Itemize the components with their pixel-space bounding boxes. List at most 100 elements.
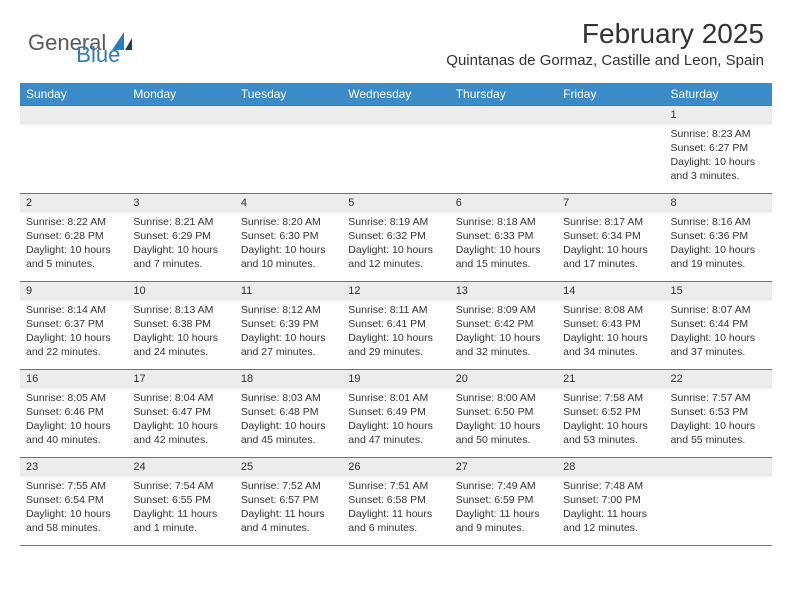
day-cell	[450, 106, 557, 194]
day-line: Daylight: 10 hours and 12 minutes.	[348, 243, 443, 271]
day-body: Sunrise: 8:07 AMSunset: 6:44 PMDaylight:…	[665, 301, 772, 364]
day-body: Sunrise: 8:17 AMSunset: 6:34 PMDaylight:…	[557, 213, 664, 276]
day-line: Daylight: 10 hours and 34 minutes.	[563, 331, 658, 359]
weekday-header: Saturday	[665, 83, 772, 106]
day-line: Daylight: 11 hours and 9 minutes.	[456, 507, 551, 535]
day-number	[557, 106, 664, 125]
day-line: Daylight: 11 hours and 4 minutes.	[241, 507, 336, 535]
day-body: Sunrise: 7:49 AMSunset: 6:59 PMDaylight:…	[450, 477, 557, 540]
day-number: 19	[342, 370, 449, 389]
day-line: Daylight: 10 hours and 29 minutes.	[348, 331, 443, 359]
day-cell: 5Sunrise: 8:19 AMSunset: 6:32 PMDaylight…	[342, 194, 449, 282]
day-body: Sunrise: 7:57 AMSunset: 6:53 PMDaylight:…	[665, 389, 772, 452]
day-number: 14	[557, 282, 664, 301]
day-cell: 23Sunrise: 7:55 AMSunset: 6:54 PMDayligh…	[20, 458, 127, 546]
day-cell: 9Sunrise: 8:14 AMSunset: 6:37 PMDaylight…	[20, 282, 127, 370]
day-body	[20, 125, 127, 131]
day-cell	[127, 106, 234, 194]
day-number: 5	[342, 194, 449, 213]
day-line: Sunrise: 8:12 AM	[241, 303, 336, 317]
day-line: Sunset: 6:53 PM	[671, 405, 766, 419]
day-body: Sunrise: 7:54 AMSunset: 6:55 PMDaylight:…	[127, 477, 234, 540]
day-cell: 17Sunrise: 8:04 AMSunset: 6:47 PMDayligh…	[127, 370, 234, 458]
day-line: Daylight: 10 hours and 32 minutes.	[456, 331, 551, 359]
day-cell	[342, 106, 449, 194]
day-cell: 1Sunrise: 8:23 AMSunset: 6:27 PMDaylight…	[665, 106, 772, 194]
day-line: Daylight: 10 hours and 40 minutes.	[26, 419, 121, 447]
day-number	[127, 106, 234, 125]
day-body	[342, 125, 449, 131]
day-body	[127, 125, 234, 131]
day-line: Sunset: 6:29 PM	[133, 229, 228, 243]
day-number	[450, 106, 557, 125]
day-number: 4	[235, 194, 342, 213]
day-body: Sunrise: 7:58 AMSunset: 6:52 PMDaylight:…	[557, 389, 664, 452]
day-line: Sunset: 6:41 PM	[348, 317, 443, 331]
day-line: Sunrise: 7:54 AM	[133, 479, 228, 493]
day-line: Daylight: 10 hours and 53 minutes.	[563, 419, 658, 447]
day-line: Sunrise: 8:17 AM	[563, 215, 658, 229]
day-line: Sunset: 7:00 PM	[563, 493, 658, 507]
day-body: Sunrise: 8:20 AMSunset: 6:30 PMDaylight:…	[235, 213, 342, 276]
day-body: Sunrise: 7:55 AMSunset: 6:54 PMDaylight:…	[20, 477, 127, 540]
day-line: Sunrise: 7:57 AM	[671, 391, 766, 405]
day-cell: 6Sunrise: 8:18 AMSunset: 6:33 PMDaylight…	[450, 194, 557, 282]
day-number: 25	[235, 458, 342, 477]
day-line: Sunset: 6:50 PM	[456, 405, 551, 419]
day-line: Daylight: 11 hours and 12 minutes.	[563, 507, 658, 535]
day-cell: 19Sunrise: 8:01 AMSunset: 6:49 PMDayligh…	[342, 370, 449, 458]
day-number: 11	[235, 282, 342, 301]
day-number	[665, 458, 772, 477]
day-number: 9	[20, 282, 127, 301]
day-line: Sunset: 6:58 PM	[348, 493, 443, 507]
day-body: Sunrise: 8:03 AMSunset: 6:48 PMDaylight:…	[235, 389, 342, 452]
day-line: Daylight: 10 hours and 37 minutes.	[671, 331, 766, 359]
day-line: Daylight: 10 hours and 22 minutes.	[26, 331, 121, 359]
day-cell: 24Sunrise: 7:54 AMSunset: 6:55 PMDayligh…	[127, 458, 234, 546]
day-body	[665, 477, 772, 483]
day-line: Daylight: 10 hours and 19 minutes.	[671, 243, 766, 271]
day-cell	[557, 106, 664, 194]
day-body: Sunrise: 8:21 AMSunset: 6:29 PMDaylight:…	[127, 213, 234, 276]
day-line: Sunrise: 8:21 AM	[133, 215, 228, 229]
brand-logo: General Blue	[28, 18, 120, 68]
day-cell: 20Sunrise: 8:00 AMSunset: 6:50 PMDayligh…	[450, 370, 557, 458]
day-line: Daylight: 10 hours and 5 minutes.	[26, 243, 121, 271]
day-body: Sunrise: 8:01 AMSunset: 6:49 PMDaylight:…	[342, 389, 449, 452]
day-line: Sunrise: 8:14 AM	[26, 303, 121, 317]
weekday-header: Thursday	[450, 83, 557, 106]
day-line: Daylight: 10 hours and 55 minutes.	[671, 419, 766, 447]
day-number: 2	[20, 194, 127, 213]
day-body: Sunrise: 7:51 AMSunset: 6:58 PMDaylight:…	[342, 477, 449, 540]
day-cell: 18Sunrise: 8:03 AMSunset: 6:48 PMDayligh…	[235, 370, 342, 458]
day-number: 27	[450, 458, 557, 477]
day-number: 26	[342, 458, 449, 477]
day-number: 1	[665, 106, 772, 125]
day-body	[235, 125, 342, 131]
day-number: 17	[127, 370, 234, 389]
day-line: Daylight: 10 hours and 45 minutes.	[241, 419, 336, 447]
day-line: Daylight: 10 hours and 24 minutes.	[133, 331, 228, 359]
weekday-header-row: Sunday Monday Tuesday Wednesday Thursday…	[20, 83, 772, 106]
weekday-header: Friday	[557, 83, 664, 106]
day-number: 6	[450, 194, 557, 213]
day-body: Sunrise: 8:13 AMSunset: 6:38 PMDaylight:…	[127, 301, 234, 364]
location-subtitle: Quintanas de Gormaz, Castille and Leon, …	[446, 52, 764, 69]
day-line: Sunrise: 7:55 AM	[26, 479, 121, 493]
day-number: 23	[20, 458, 127, 477]
day-cell: 7Sunrise: 8:17 AMSunset: 6:34 PMDaylight…	[557, 194, 664, 282]
day-line: Daylight: 10 hours and 50 minutes.	[456, 419, 551, 447]
day-body	[557, 125, 664, 131]
day-line: Sunrise: 8:22 AM	[26, 215, 121, 229]
day-cell	[665, 458, 772, 546]
day-line: Sunset: 6:34 PM	[563, 229, 658, 243]
day-line: Daylight: 10 hours and 10 minutes.	[241, 243, 336, 271]
day-line: Sunrise: 8:04 AM	[133, 391, 228, 405]
day-cell: 11Sunrise: 8:12 AMSunset: 6:39 PMDayligh…	[235, 282, 342, 370]
day-number: 22	[665, 370, 772, 389]
day-body: Sunrise: 8:00 AMSunset: 6:50 PMDaylight:…	[450, 389, 557, 452]
week-row: 16Sunrise: 8:05 AMSunset: 6:46 PMDayligh…	[20, 370, 772, 458]
day-line: Sunrise: 8:00 AM	[456, 391, 551, 405]
day-line: Sunset: 6:42 PM	[456, 317, 551, 331]
day-line: Sunrise: 7:52 AM	[241, 479, 336, 493]
